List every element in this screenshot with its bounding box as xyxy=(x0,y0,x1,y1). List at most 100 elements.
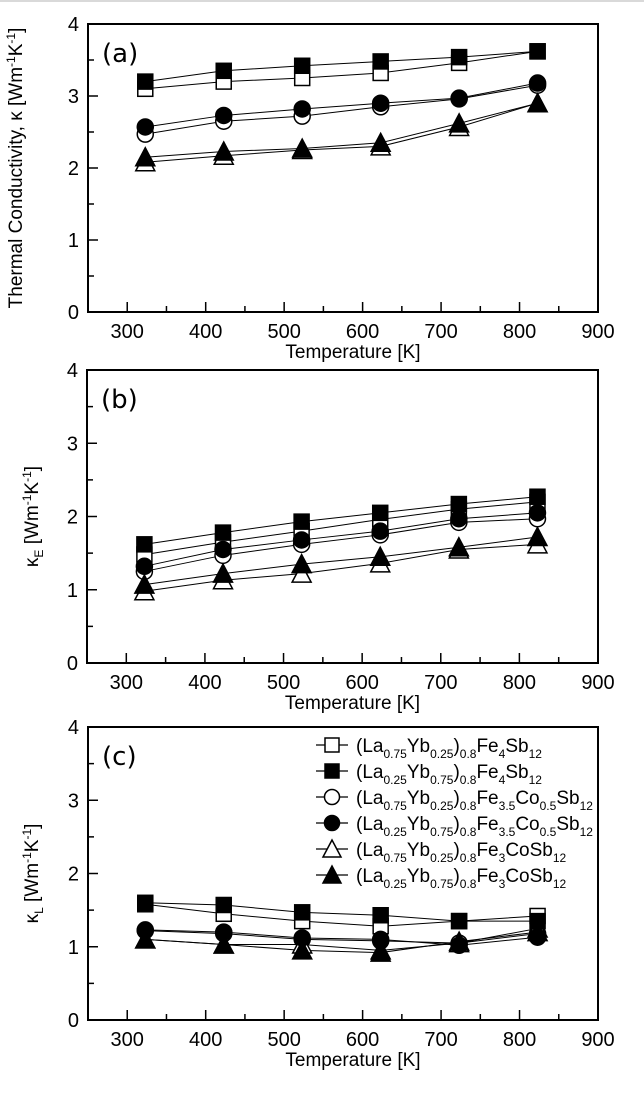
legend-text-part: ) xyxy=(453,788,459,809)
x-tick-label: 700 xyxy=(424,672,457,694)
legend-subscript: 0.75 xyxy=(430,825,454,839)
legend-subscript: 0.25 xyxy=(430,799,454,813)
data-point-square-filled xyxy=(293,513,310,530)
data-point-circle-filled xyxy=(136,118,155,136)
legend-text-part: (La xyxy=(356,736,384,757)
panel-a: 300 400 500 600 700 800 900 0 1 2 3 4 Temperature [K… xyxy=(4,14,615,363)
data-point-square-filled xyxy=(293,57,311,75)
plot-frame xyxy=(86,369,599,664)
x-tick-label: 800 xyxy=(503,672,536,694)
legend-subscript: 12 xyxy=(553,877,567,891)
legend-text-part: Sb xyxy=(556,788,579,809)
data-point-square-filled xyxy=(529,488,546,505)
data-point-triangle-filled xyxy=(134,146,157,167)
data-point-triangle-filled xyxy=(448,112,470,133)
legend-text-part: Fe xyxy=(476,866,498,887)
legend-text-part: Fe xyxy=(476,762,498,783)
x-tick-label: 800 xyxy=(503,321,536,343)
y-title-sub: L xyxy=(32,907,46,914)
legend-text-part: ) xyxy=(453,840,459,861)
series-line xyxy=(145,903,538,927)
legend-subscript: 0.25 xyxy=(383,877,407,891)
series-line xyxy=(145,50,538,83)
data-point-square-filled xyxy=(137,894,154,912)
legend-label: (La0.25Yb0.75)0.8Fe4Sb12 xyxy=(356,762,542,787)
x-tick-label: 500 xyxy=(267,321,300,343)
legend-text-part: Fe xyxy=(476,788,498,809)
y-title-sup: -1 xyxy=(20,471,34,482)
y-axis-title: κE [Wm-1K-1] xyxy=(20,466,46,567)
legend-text-part: Fe xyxy=(476,736,498,757)
y-title-sup: -1 xyxy=(20,852,34,863)
series-line xyxy=(145,50,538,90)
y-tick-label: 1 xyxy=(68,937,79,959)
data-point-square-filled xyxy=(215,896,232,914)
series-line xyxy=(144,536,538,586)
x-tick-label: 400 xyxy=(189,321,222,343)
y-tick-label: 3 xyxy=(68,790,79,812)
legend-text-part: Yb xyxy=(407,762,430,783)
data-point-triangle-filled xyxy=(134,928,157,949)
legend-subscript: 0.75 xyxy=(430,877,454,891)
x-tick-label: 900 xyxy=(581,1029,614,1051)
data-point-circle-filled xyxy=(528,504,547,522)
data-point-triangle-filled xyxy=(212,933,235,954)
x-tick-label: 600 xyxy=(346,321,379,343)
legend-subscript: 0.75 xyxy=(430,773,454,787)
y-tick-label: 2 xyxy=(68,864,79,886)
legend-text-part: (La xyxy=(356,788,384,809)
legend-subscript: 12 xyxy=(580,825,594,839)
legend-text-part: (La xyxy=(356,840,384,861)
data-point-circle-filled xyxy=(214,540,232,559)
data-point-triangle-filled xyxy=(448,536,470,557)
y-title-text: K xyxy=(22,839,43,852)
legend-text-part: Fe xyxy=(476,814,498,835)
y-title-main: κ xyxy=(22,557,43,567)
legend-subscript: 0.8 xyxy=(460,799,477,813)
top-border xyxy=(0,0,644,2)
legend-text-part: Fe xyxy=(476,840,498,861)
legend-text-part: Yb xyxy=(407,736,430,757)
data-point-circle-filled xyxy=(528,74,547,92)
legend-text-part: CoSb xyxy=(505,840,553,861)
data-point-square-filled xyxy=(215,62,232,80)
data-point-triangle-filled xyxy=(212,562,234,583)
y-tick-label: 1 xyxy=(67,580,78,602)
y-title-sub: E xyxy=(32,550,46,558)
legend-marker-circle-open xyxy=(323,788,341,806)
y-title-text: [Wm xyxy=(22,505,43,549)
data-point-circle-filled xyxy=(292,531,311,549)
legend-text-part: Yb xyxy=(407,840,430,861)
legend-subscript: 0.5 xyxy=(540,825,557,839)
data-point-square-filled xyxy=(450,48,468,66)
legend-subscript: 0.8 xyxy=(460,825,477,839)
legend-subscript: 0.25 xyxy=(383,773,407,787)
x-tick-label: 600 xyxy=(346,1029,379,1051)
legend-subscript: 0.25 xyxy=(430,747,454,761)
legend-subscript: 0.75 xyxy=(383,799,407,813)
y-title-sup: -1 xyxy=(20,494,34,505)
data-point-square-filled xyxy=(293,904,311,921)
series-line xyxy=(145,82,538,128)
y-tick-label: 0 xyxy=(68,1010,79,1032)
panel-label: (a) xyxy=(102,39,138,69)
legend-subscript: 0.75 xyxy=(383,851,407,865)
series-line xyxy=(144,518,538,572)
legend: (La0.75Yb0.25)0.8Fe4Sb12(La0.25Yb0.75)0.… xyxy=(316,736,593,891)
x-tick-label: 900 xyxy=(581,321,614,343)
x-tick-label: 700 xyxy=(424,321,457,343)
legend-subscript: 0.75 xyxy=(383,747,407,761)
y-axis-title: κL [Wm-1K-1] xyxy=(20,824,46,924)
y-tick-label: 4 xyxy=(68,14,79,36)
legend-label: (La0.25Yb0.75)0.8Fe3CoSb12 xyxy=(356,866,567,891)
legend-text-part: Sb xyxy=(505,736,528,757)
y-title-sup: -1 xyxy=(4,56,18,67)
data-point-circle-filled xyxy=(371,522,389,540)
data-point-triangle-filled xyxy=(369,941,392,962)
legend-subscript: 3.5 xyxy=(499,799,516,813)
legend-label: (La0.75Yb0.25)0.8Fe3.5Co0.5Sb12 xyxy=(356,788,593,813)
legend-text-part: (La xyxy=(356,866,384,887)
data-point-triangle-filled xyxy=(290,553,313,574)
panel-label: (b) xyxy=(101,385,138,415)
